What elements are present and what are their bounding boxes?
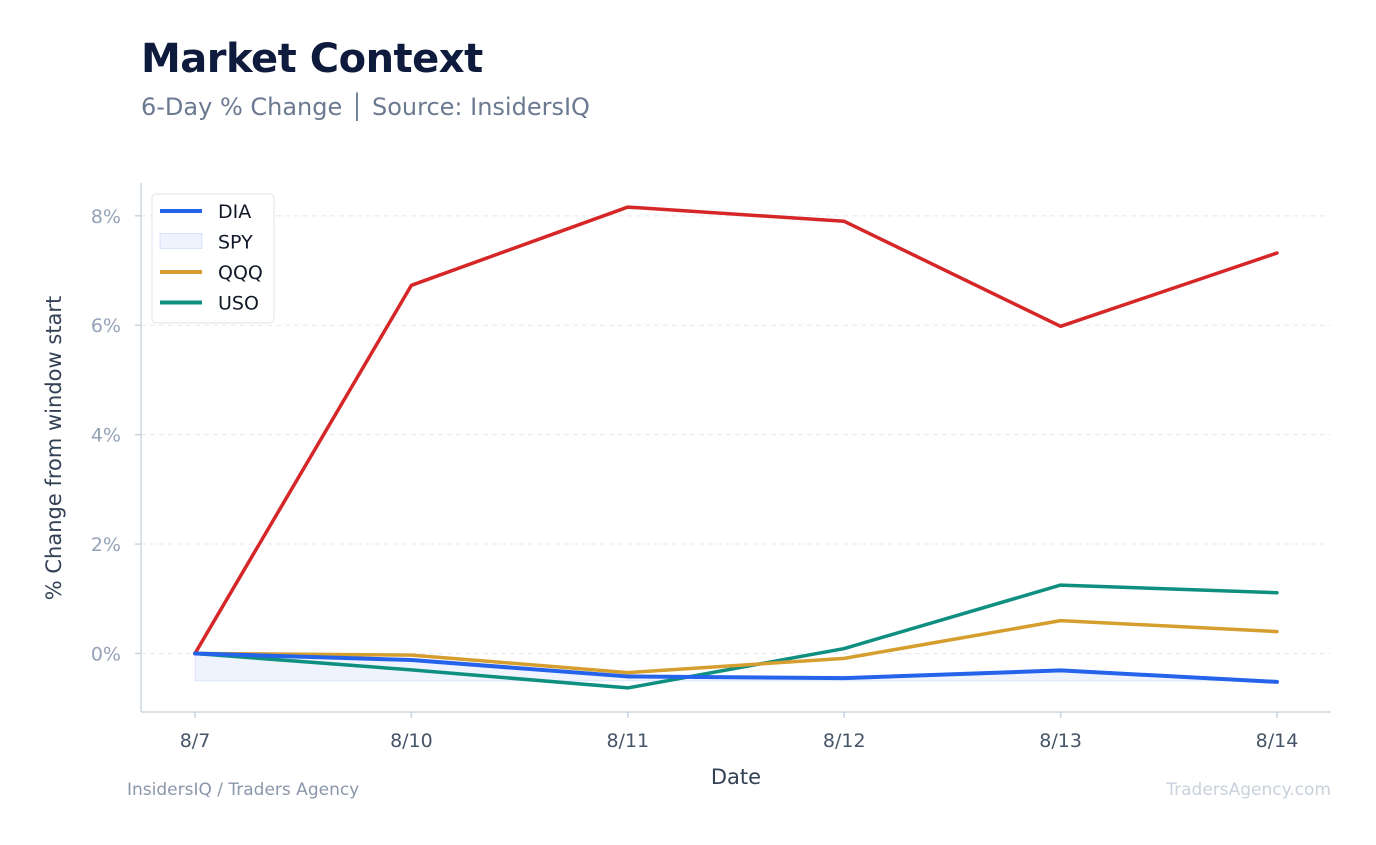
x-tick-label: 8/7	[180, 730, 211, 752]
series-line-qqq	[193, 618, 1279, 675]
y-tick-label: 2%	[91, 534, 121, 556]
x-tick-label: 8/11	[606, 730, 649, 752]
legend-box	[151, 193, 275, 324]
chart-subtitle: 6-Day % Change │ Source: InsidersIQ	[141, 93, 590, 121]
tick-labels: 0% 2% 4% 6% 8% 8/7 8/10 8/11 8/12 8/13 8/14	[91, 206, 1298, 752]
x-tick-label: 8/10	[390, 730, 433, 752]
legend-label-uso: USO	[218, 293, 259, 315]
legend-label-dia: DIA	[218, 201, 251, 223]
y-tick-label: 8%	[91, 206, 121, 228]
x-tick-label: 8/12	[823, 730, 866, 752]
series-line-dia	[193, 651, 1279, 684]
axes	[140, 183, 1331, 713]
x-axis-label: Date	[711, 765, 761, 789]
series-line-unlabeled	[193, 205, 1279, 656]
legend-label-spy: SPY	[218, 232, 253, 254]
legend-label-qqq: QQQ	[218, 262, 263, 284]
y-tick-label: 4%	[91, 425, 121, 447]
footer-credit: InsidersIQ / Traders Agency	[127, 780, 360, 800]
y-tick-label: 0%	[91, 643, 121, 665]
x-tick-label: 8/14	[1256, 730, 1299, 752]
series-line-uso	[193, 583, 1279, 690]
footer-watermark: TradersAgency.com	[1166, 780, 1331, 800]
x-tick-label: 8/13	[1039, 730, 1082, 752]
chart-legend: DIA SPY QQQ USO	[151, 193, 275, 324]
y-tick-label: 6%	[91, 315, 121, 337]
y-axis-label: % Change from window start	[42, 296, 66, 601]
chart-title: Market Context	[141, 36, 483, 82]
series-lines	[193, 205, 1279, 690]
legend-swatch-spy	[159, 233, 203, 249]
